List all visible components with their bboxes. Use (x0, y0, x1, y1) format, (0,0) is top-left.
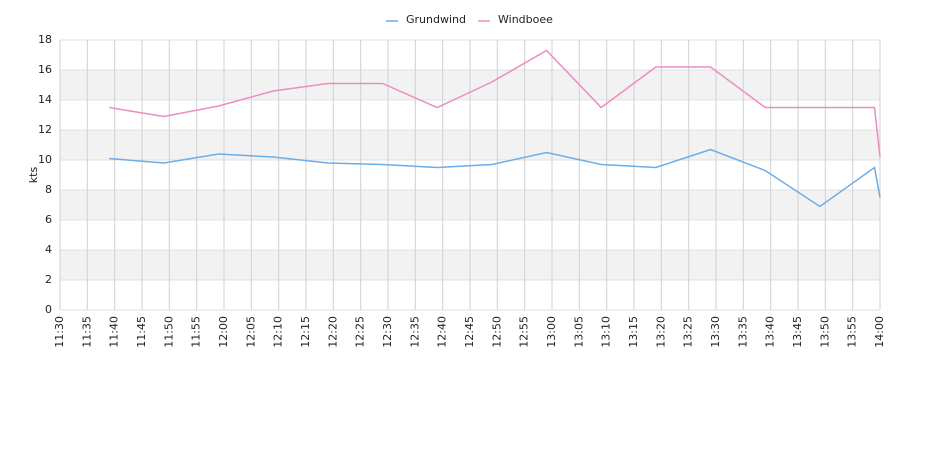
x-tick-label: 12:40 (436, 316, 449, 348)
x-tick-label: 12:25 (354, 316, 367, 348)
x-tick-label: 14:00 (873, 316, 886, 348)
y-tick-label: 4 (45, 243, 52, 256)
y-tick-label: 6 (45, 213, 52, 226)
series-line (109, 49, 881, 158)
x-tick-label: 12:15 (299, 316, 312, 348)
x-tick-label: 13:20 (654, 316, 667, 348)
y-axis-label: kts (27, 167, 40, 184)
x-tick-label: 13:45 (791, 316, 804, 348)
x-tick-label: 12:30 (381, 316, 394, 348)
y-tick-label: 18 (38, 33, 52, 46)
y-tick-label: 14 (38, 93, 52, 106)
x-tick-label: 12:35 (408, 316, 421, 348)
y-tick-label: 16 (38, 63, 52, 76)
x-tick-label: 11:40 (108, 316, 121, 348)
x-tick-label: 12:05 (244, 316, 257, 348)
y-tick-label: 10 (38, 153, 52, 166)
x-tick-label: 11:30 (53, 316, 66, 348)
x-tick-label: 12:50 (490, 316, 503, 348)
x-tick-label: 13:25 (682, 316, 695, 348)
x-tick-label: 12:00 (217, 316, 230, 348)
x-tick-label: 12:10 (272, 316, 285, 348)
x-tick-label: 11:55 (190, 316, 203, 348)
x-tick-label: 11:45 (135, 316, 148, 348)
x-tick-label: 12:45 (463, 316, 476, 348)
legend-label: Windboee (498, 13, 553, 26)
y-tick-label: 12 (38, 123, 52, 136)
x-tick-label: 13:10 (600, 316, 613, 348)
x-tick-label: 11:50 (162, 316, 175, 348)
legend-label: Grundwind (406, 13, 466, 26)
x-tick-label: 11:35 (80, 316, 93, 348)
x-tick-label: 13:00 (545, 316, 558, 348)
x-tick-label: 12:55 (518, 316, 531, 348)
x-tick-label: 13:55 (846, 316, 859, 348)
y-tick-label: 8 (45, 183, 52, 196)
x-tick-label: 13:35 (736, 316, 749, 348)
y-tick-label: 0 (45, 303, 52, 316)
y-tick-label: 2 (45, 273, 52, 286)
x-tick-label: 12:20 (326, 316, 339, 348)
x-tick-label: 13:40 (764, 316, 777, 348)
x-tick-label: 13:05 (572, 316, 585, 348)
x-tick-label: 13:50 (818, 316, 831, 348)
x-tick-label: 13:30 (709, 316, 722, 348)
x-tick-label: 13:15 (627, 316, 640, 348)
series-line (109, 148, 881, 208)
